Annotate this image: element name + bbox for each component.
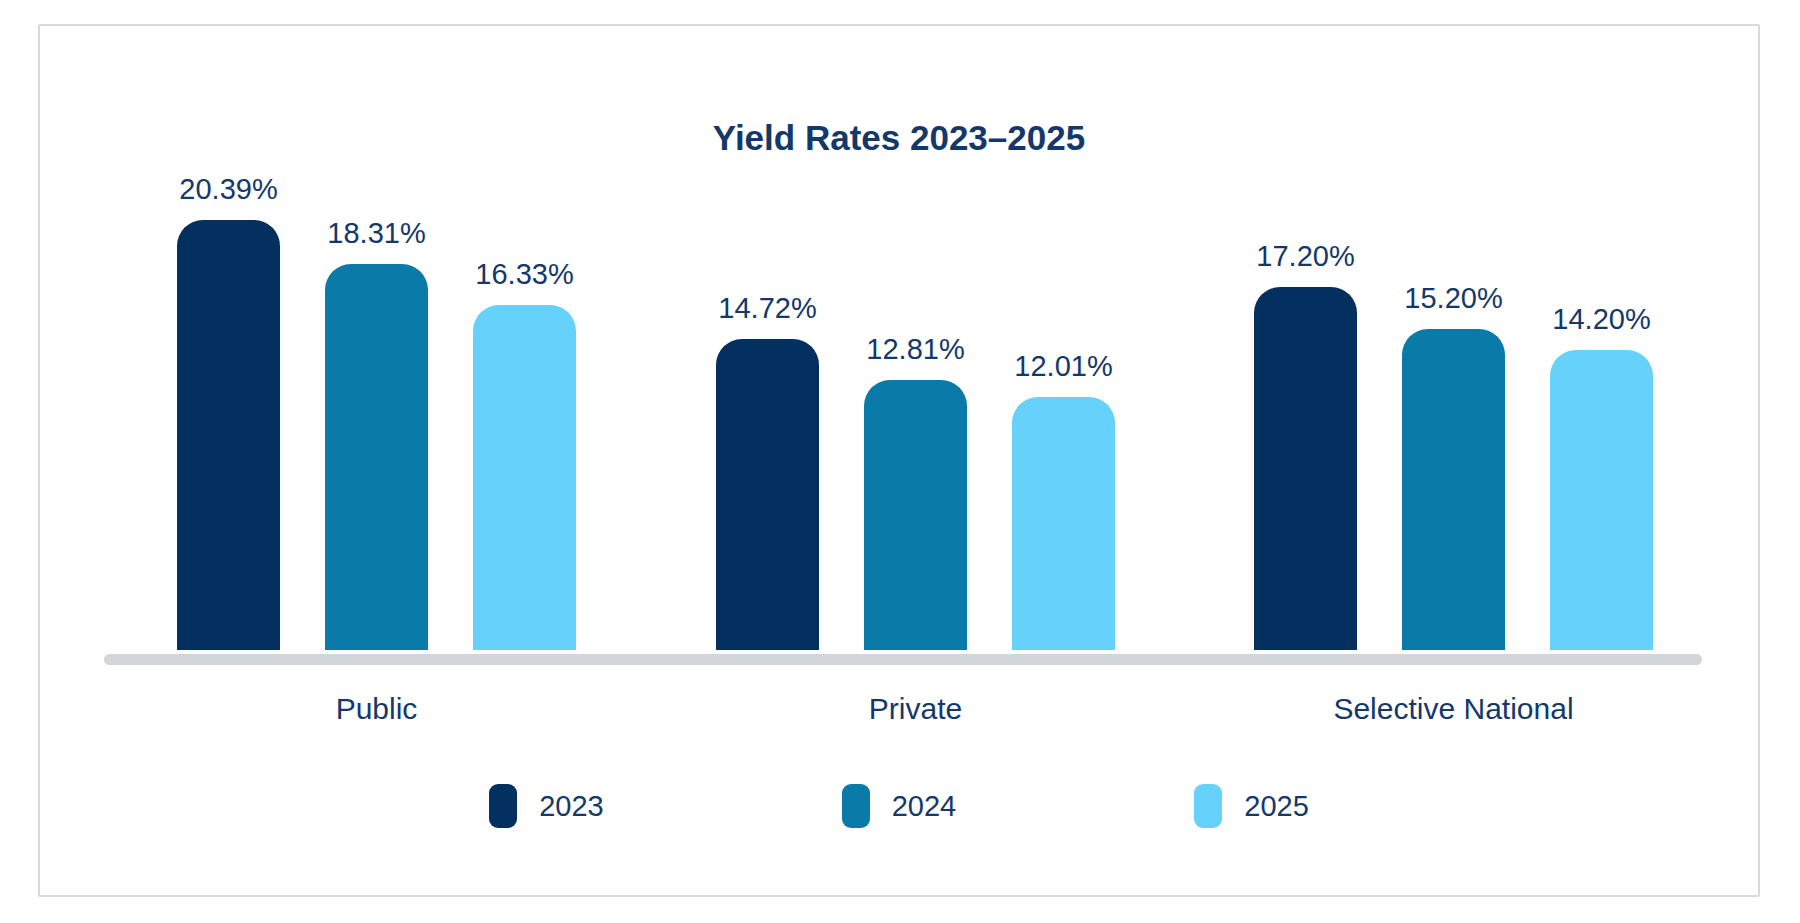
bar-2024-public [325, 264, 428, 650]
bar-column: 12.81% [864, 333, 967, 650]
x-axis-baseline [104, 654, 1702, 665]
bar-column: 20.39% [177, 173, 280, 650]
legend-swatch-2023 [489, 784, 517, 828]
bar-column: 14.20% [1550, 303, 1653, 650]
category-label-public: Public [177, 692, 576, 726]
legend-swatch-2024 [842, 784, 870, 828]
chart-title: Yield Rates 2023–2025 [40, 118, 1758, 158]
bar-column: 17.20% [1254, 240, 1357, 650]
legend-label-2023: 2023 [539, 790, 604, 823]
chart-card: Yield Rates 2023–2025 20.39% 18.31% 16.33%… [38, 24, 1760, 897]
bar-group-private: 14.72% 12.81% 12.01% [716, 292, 1115, 650]
bar-value-label: 20.39% [179, 173, 277, 206]
legend-item-2023: 2023 [489, 784, 604, 828]
bar-column: 15.20% [1402, 282, 1505, 650]
bar-group-public: 20.39% 18.31% 16.33% [177, 173, 576, 650]
bar-value-label: 12.81% [866, 333, 964, 366]
bar-value-label: 14.72% [718, 292, 816, 325]
legend-label-2024: 2024 [892, 790, 957, 823]
bar-2025-public [473, 305, 576, 650]
bar-value-label: 16.33% [475, 258, 573, 291]
legend-swatch-2025 [1194, 784, 1222, 828]
bar-column: 16.33% [473, 258, 576, 650]
bar-2023-selective-national [1254, 287, 1357, 650]
legend-item-2024: 2024 [842, 784, 957, 828]
bar-column: 14.72% [716, 292, 819, 650]
bar-column: 18.31% [325, 217, 428, 650]
legend-label-2025: 2025 [1244, 790, 1309, 823]
bar-2023-private [716, 339, 819, 650]
bar-2024-private [864, 380, 967, 650]
bar-2025-selective-national [1550, 350, 1653, 650]
bar-group-selective-national: 17.20% 15.20% 14.20% [1254, 240, 1653, 650]
bar-2023-public [177, 220, 280, 650]
bar-column: 12.01% [1012, 350, 1115, 650]
bar-value-label: 17.20% [1256, 240, 1354, 273]
legend: 2023 2024 2025 [40, 784, 1758, 828]
bar-value-label: 15.20% [1404, 282, 1502, 315]
category-label-private: Private [716, 692, 1115, 726]
bar-value-label: 14.20% [1552, 303, 1650, 336]
bar-2025-private [1012, 397, 1115, 650]
bar-2024-selective-national [1402, 329, 1505, 650]
bar-value-label: 18.31% [327, 217, 425, 250]
legend-item-2025: 2025 [1194, 784, 1309, 828]
bar-value-label: 12.01% [1014, 350, 1112, 383]
category-label-selective-national: Selective National [1254, 692, 1653, 726]
